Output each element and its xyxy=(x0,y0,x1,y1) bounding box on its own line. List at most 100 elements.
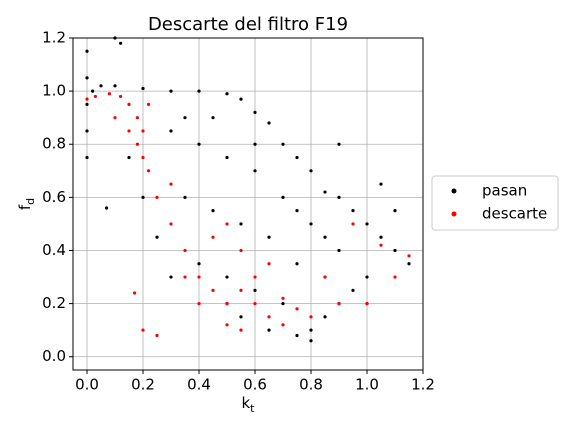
point xyxy=(351,209,355,213)
point xyxy=(225,323,229,327)
point xyxy=(239,222,243,226)
point xyxy=(155,195,159,199)
point xyxy=(225,302,229,306)
point xyxy=(379,235,383,239)
point xyxy=(309,315,313,319)
point xyxy=(351,222,355,226)
point xyxy=(105,206,109,210)
point xyxy=(267,315,271,319)
point xyxy=(141,155,145,160)
point xyxy=(127,155,131,160)
point xyxy=(393,275,397,279)
point xyxy=(211,116,215,120)
point xyxy=(239,97,243,101)
point xyxy=(169,182,173,186)
point xyxy=(295,262,299,266)
legend-label: descarte xyxy=(482,205,547,223)
point xyxy=(337,302,341,306)
point xyxy=(169,89,173,93)
point xyxy=(183,195,187,199)
point xyxy=(225,275,229,279)
point xyxy=(169,222,173,226)
point xyxy=(133,291,137,295)
point xyxy=(169,275,173,279)
point xyxy=(253,302,257,306)
point xyxy=(295,209,299,213)
x-label-sub: t xyxy=(250,402,255,415)
point xyxy=(85,76,89,80)
point xyxy=(197,89,201,93)
point xyxy=(119,41,123,45)
point xyxy=(337,142,341,146)
point xyxy=(309,328,313,332)
point xyxy=(169,129,173,133)
point xyxy=(253,169,257,173)
point xyxy=(225,155,229,160)
y-tick-label: 0.6 xyxy=(42,188,66,206)
point xyxy=(337,248,341,253)
point xyxy=(141,86,145,91)
point xyxy=(183,116,187,120)
point xyxy=(365,222,369,226)
point xyxy=(267,121,271,125)
point xyxy=(295,155,299,160)
point xyxy=(365,302,369,306)
point xyxy=(135,116,139,120)
point xyxy=(337,195,341,199)
point xyxy=(225,222,229,226)
point xyxy=(141,328,145,332)
point xyxy=(107,92,111,96)
point xyxy=(267,262,271,266)
point xyxy=(253,110,257,114)
point xyxy=(281,302,285,306)
legend-marker xyxy=(451,211,457,217)
point xyxy=(93,94,97,99)
point xyxy=(211,288,215,292)
y-tick-label: 0.4 xyxy=(42,241,66,259)
point xyxy=(239,328,243,332)
point xyxy=(119,94,123,99)
point xyxy=(407,254,411,258)
x-axis-label: kt xyxy=(241,394,255,415)
point xyxy=(147,102,151,106)
point xyxy=(85,49,89,53)
point xyxy=(85,97,89,101)
point xyxy=(407,262,411,266)
point xyxy=(225,92,229,96)
point xyxy=(113,116,117,120)
point xyxy=(323,275,327,279)
y-tick-label: 1.0 xyxy=(42,82,66,100)
point xyxy=(351,288,355,292)
x-tick-label: 0.6 xyxy=(243,376,267,394)
point xyxy=(323,315,327,319)
point xyxy=(183,275,187,279)
legend-box xyxy=(431,175,559,231)
point xyxy=(127,102,131,106)
point xyxy=(147,169,151,173)
point xyxy=(197,302,201,306)
point xyxy=(365,275,369,279)
y-axis-label: fd xyxy=(16,198,37,210)
point xyxy=(281,296,285,300)
y-label-sub: d xyxy=(24,198,37,205)
point xyxy=(197,275,201,279)
point xyxy=(211,209,215,213)
point xyxy=(211,235,215,239)
point xyxy=(239,288,243,292)
point xyxy=(113,84,117,88)
point xyxy=(281,323,285,327)
point xyxy=(295,333,299,338)
legend-label: pasan xyxy=(482,182,527,200)
y-label-main: f xyxy=(16,204,34,210)
x-tick-label: 1.0 xyxy=(355,376,379,394)
point xyxy=(253,288,257,292)
point xyxy=(239,315,243,319)
point xyxy=(323,190,327,194)
point xyxy=(127,129,131,133)
point xyxy=(309,339,313,343)
point xyxy=(91,89,95,93)
point xyxy=(295,307,299,311)
x-tick-label: 0.2 xyxy=(131,376,155,394)
point xyxy=(197,262,201,266)
